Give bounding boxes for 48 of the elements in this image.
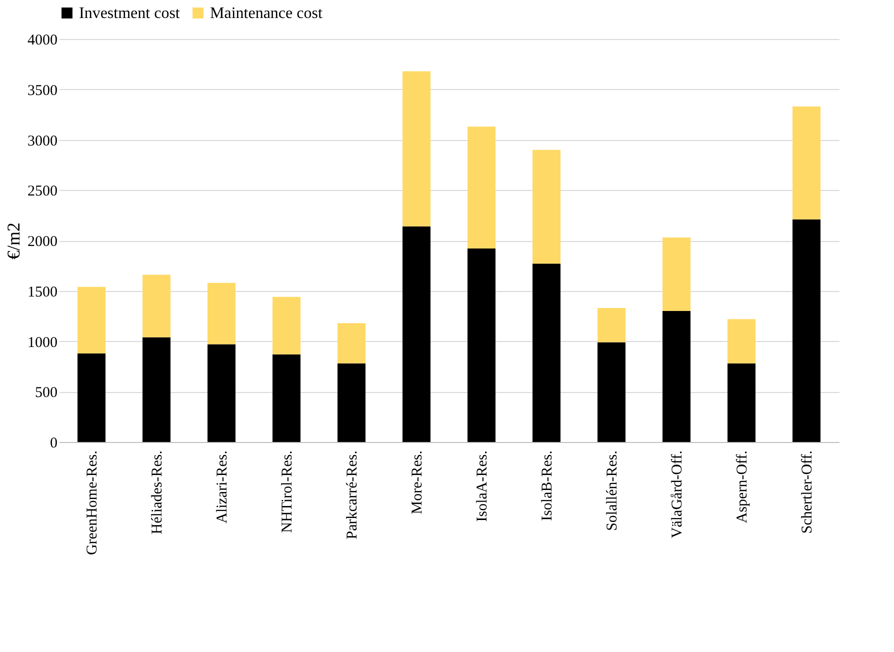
y-tick-label: 1500 bbox=[28, 284, 58, 300]
x-tick-label: Parkcarré-Res. bbox=[344, 450, 360, 540]
bar bbox=[142, 337, 170, 442]
x-tick-label: IsolaA-Res. bbox=[474, 450, 490, 522]
x-tick-label: Solallén-Res. bbox=[604, 450, 620, 531]
legend-label: Maintenance cost bbox=[210, 5, 323, 22]
bar bbox=[142, 274, 170, 338]
bar bbox=[402, 226, 430, 442]
bar bbox=[532, 264, 560, 442]
bar bbox=[78, 353, 106, 442]
x-tick-label: Schertler-Off. bbox=[800, 450, 816, 534]
y-tick-label: 1000 bbox=[28, 334, 58, 351]
x-tick-label: Héliades-Res. bbox=[150, 450, 166, 534]
bar bbox=[468, 248, 496, 442]
bar bbox=[338, 363, 366, 442]
bar bbox=[208, 282, 236, 344]
y-tick-label: 3000 bbox=[28, 133, 58, 150]
y-tick-label: 2500 bbox=[28, 184, 58, 200]
bar bbox=[662, 237, 690, 312]
x-tick-label: More-Res. bbox=[410, 450, 426, 514]
x-tick-label: IsolaB-Res. bbox=[540, 450, 556, 521]
y-tick-label: 500 bbox=[35, 385, 58, 402]
bar bbox=[532, 150, 560, 264]
x-tick-label: NHTirol-Res. bbox=[280, 450, 296, 533]
bar bbox=[598, 342, 626, 442]
bar bbox=[78, 286, 106, 354]
bar bbox=[728, 319, 756, 364]
x-tick-label: GreenHome-Res. bbox=[84, 450, 100, 556]
bar bbox=[792, 219, 820, 442]
y-tick-label: 0 bbox=[50, 436, 58, 452]
bar bbox=[598, 308, 626, 342]
bar bbox=[792, 106, 820, 220]
y-tick-label: 4000 bbox=[28, 32, 58, 48]
bar bbox=[272, 296, 300, 354]
x-tick-label: Aspern-Off. bbox=[734, 450, 750, 524]
bar bbox=[208, 344, 236, 442]
bar bbox=[272, 354, 300, 442]
bar bbox=[662, 311, 690, 442]
legend-label: Investment cost bbox=[79, 5, 180, 22]
bar bbox=[338, 323, 366, 364]
bar bbox=[728, 363, 756, 442]
y-tick-label: 3500 bbox=[28, 82, 58, 99]
y-tick-label: 2000 bbox=[28, 234, 58, 250]
bar bbox=[402, 71, 430, 226]
bar bbox=[468, 126, 496, 249]
y-axis-title: €/m2 bbox=[4, 222, 24, 260]
x-tick-label: VälaGård-Off. bbox=[670, 450, 686, 538]
x-tick-label: Alizari-Res. bbox=[214, 450, 230, 524]
